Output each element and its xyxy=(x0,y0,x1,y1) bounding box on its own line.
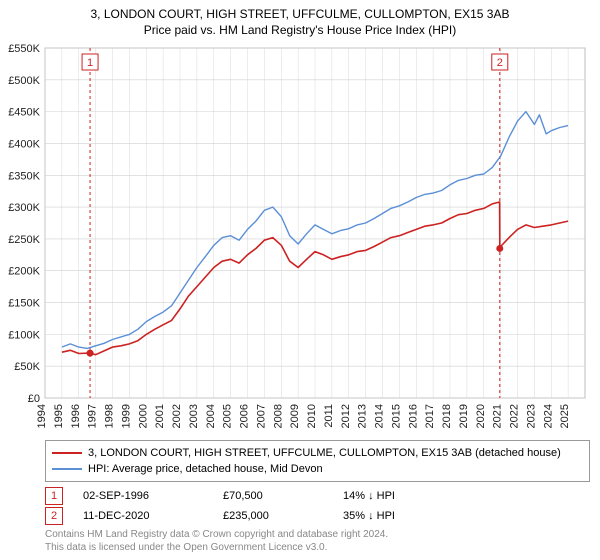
svg-text:2025: 2025 xyxy=(559,404,571,428)
svg-text:2002: 2002 xyxy=(171,404,183,428)
svg-text:2013: 2013 xyxy=(357,404,369,428)
marker-delta: 35% ↓ HPI xyxy=(343,510,395,522)
svg-text:2007: 2007 xyxy=(255,404,267,428)
svg-text:£150K: £150K xyxy=(8,298,40,310)
svg-text:1998: 1998 xyxy=(104,404,116,428)
marker-number: 1 xyxy=(45,487,63,505)
svg-text:£0: £0 xyxy=(28,393,40,405)
marker-date: 11-DEC-2020 xyxy=(83,510,203,522)
svg-text:2001: 2001 xyxy=(154,404,166,428)
marker-delta: 14% ↓ HPI xyxy=(343,490,395,502)
svg-text:1: 1 xyxy=(87,57,93,69)
marker-row: 1 02-SEP-1996 £70,500 14% ↓ HPI xyxy=(45,486,590,506)
svg-text:1999: 1999 xyxy=(120,404,132,428)
svg-text:2: 2 xyxy=(497,57,503,69)
marker-date: 02-SEP-1996 xyxy=(83,490,203,502)
svg-text:£100K: £100K xyxy=(8,329,40,341)
svg-text:2024: 2024 xyxy=(542,404,554,428)
svg-text:2011: 2011 xyxy=(323,404,335,428)
svg-text:2010: 2010 xyxy=(306,404,318,428)
svg-text:£250K: £250K xyxy=(8,234,40,246)
svg-text:£550K: £550K xyxy=(8,43,40,55)
svg-text:£450K: £450K xyxy=(8,107,40,119)
svg-text:2004: 2004 xyxy=(205,404,217,428)
marker-row: 2 11-DEC-2020 £235,000 35% ↓ HPI xyxy=(45,506,590,526)
svg-text:2005: 2005 xyxy=(222,404,234,428)
legend-label: HPI: Average price, detached house, Mid … xyxy=(88,463,323,475)
svg-text:£500K: £500K xyxy=(8,75,40,87)
svg-text:2000: 2000 xyxy=(137,404,149,428)
svg-text:2009: 2009 xyxy=(289,404,301,428)
svg-text:1994: 1994 xyxy=(36,404,48,428)
legend-swatch xyxy=(52,452,82,454)
footer-line2: This data is licensed under the Open Gov… xyxy=(45,541,590,554)
svg-text:2008: 2008 xyxy=(272,404,284,428)
footer-line1: Contains HM Land Registry data © Crown c… xyxy=(45,528,590,541)
marker-price: £235,000 xyxy=(223,510,323,522)
svg-text:£300K: £300K xyxy=(8,202,40,214)
svg-text:2014: 2014 xyxy=(374,404,386,428)
svg-text:2022: 2022 xyxy=(509,404,521,428)
svg-text:2017: 2017 xyxy=(424,404,436,428)
svg-text:£400K: £400K xyxy=(8,138,40,150)
svg-text:2003: 2003 xyxy=(188,404,200,428)
legend-item: HPI: Average price, detached house, Mid … xyxy=(52,461,583,477)
svg-text:£350K: £350K xyxy=(8,170,40,182)
svg-text:2006: 2006 xyxy=(239,404,251,428)
svg-text:2019: 2019 xyxy=(458,404,470,428)
legend: 3, LONDON COURT, HIGH STREET, UFFCULME, … xyxy=(45,440,590,482)
legend-label: 3, LONDON COURT, HIGH STREET, UFFCULME, … xyxy=(88,447,561,459)
svg-text:2015: 2015 xyxy=(390,404,402,428)
svg-text:2020: 2020 xyxy=(475,404,487,428)
legend-swatch xyxy=(52,468,82,470)
marker-number: 2 xyxy=(45,507,63,525)
svg-text:2016: 2016 xyxy=(407,404,419,428)
svg-text:1995: 1995 xyxy=(53,404,65,428)
svg-text:1997: 1997 xyxy=(87,404,99,428)
price-chart: £0 £50K £100K £150K £200K £250K £300K £350K £400… xyxy=(0,0,600,440)
svg-text:£200K: £200K xyxy=(8,266,40,278)
legend-item: 3, LONDON COURT, HIGH STREET, UFFCULME, … xyxy=(52,445,583,461)
svg-text:£50K: £50K xyxy=(14,361,40,373)
marker-table: 1 02-SEP-1996 £70,500 14% ↓ HPI 2 11-DEC-2020… xyxy=(45,486,590,526)
svg-text:1996: 1996 xyxy=(70,404,82,428)
footer-attribution: Contains HM Land Registry data © Crown c… xyxy=(45,528,590,554)
svg-text:2023: 2023 xyxy=(525,404,537,428)
marker-price: £70,500 xyxy=(223,490,323,502)
svg-text:2012: 2012 xyxy=(340,404,352,428)
svg-text:2021: 2021 xyxy=(492,404,504,428)
svg-text:2018: 2018 xyxy=(441,404,453,428)
